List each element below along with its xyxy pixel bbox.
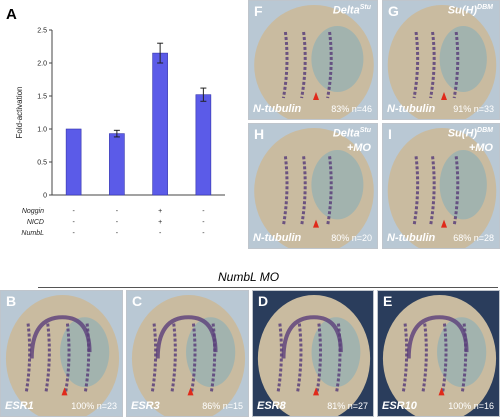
y-tick-label: 1.0 xyxy=(37,127,47,134)
condition-label: NICD xyxy=(27,219,44,226)
bar xyxy=(65,128,82,196)
condition-mark: - xyxy=(72,219,75,226)
panel-stat-label: 100% n=16 xyxy=(448,401,494,411)
panel-stat-label: 91% n=33 xyxy=(453,104,494,114)
panel-mo-label: +MO xyxy=(468,142,493,154)
condition-mark: - xyxy=(116,208,119,215)
condition-mark: - xyxy=(202,208,205,215)
condition-mark: - xyxy=(116,219,119,226)
panel-stat-label: 80% n=20 xyxy=(331,233,372,243)
panel-h: H DeltaStu +MO N-tubulin 80% n=20 xyxy=(248,123,378,249)
panel-a-chart: 0 0.5 1.0 1.5 2.0 2.5 Fold-activation Noggin - - +… xyxy=(15,28,225,237)
panel-stat-label: 86% n=15 xyxy=(202,401,243,411)
panel-corner-label: Su(H)DBM xyxy=(447,4,493,17)
panel-gene-label: ESR10 xyxy=(382,400,417,412)
panel-gene-label: ESR3 xyxy=(131,400,160,412)
condition-label: Noggin xyxy=(22,208,44,215)
panel-gene-label: ESR8 xyxy=(257,400,286,412)
panel-letter: F xyxy=(254,3,263,19)
panel-letter: G xyxy=(388,3,399,19)
panel-letter: I xyxy=(388,126,392,142)
panel-mo-label: +MO xyxy=(346,142,371,154)
panel-letter: D xyxy=(258,293,269,309)
y-tick-label: 0.5 xyxy=(37,160,47,167)
bar xyxy=(195,94,212,196)
numbl-header: NumbL MO xyxy=(218,270,280,284)
header-divider xyxy=(38,287,498,288)
panel-gene-label: N-tubulin xyxy=(387,232,436,244)
panel-letter: C xyxy=(132,293,143,309)
panel-corner-label: DeltaStu xyxy=(332,127,371,140)
panel-gene-label: N-tubulin xyxy=(387,103,436,115)
panel-stat-label: 68% n=28 xyxy=(453,233,494,243)
panel-gene-label: ESR1 xyxy=(5,400,34,412)
panel-stat-label: 83% n=46 xyxy=(331,104,372,114)
panel-gene-label: N-tubulin xyxy=(253,232,302,244)
panel-f: F DeltaStu N-tubulin 83% n=46 xyxy=(248,0,378,120)
panel-i: I Su(H)DBM +MO N-tubulin 68% n=28 xyxy=(382,123,500,249)
panel-letter: H xyxy=(254,126,265,142)
y-tick-label: 0 xyxy=(43,193,47,200)
condition-mark: - xyxy=(116,230,119,237)
condition-label: NumbL xyxy=(21,230,44,237)
panel-a-letter: A xyxy=(6,6,17,23)
condition-mark: - xyxy=(202,219,205,226)
panel-letter: B xyxy=(6,293,17,309)
panel-stat-label: 100% n=23 xyxy=(71,401,117,411)
y-tick-label: 2.5 xyxy=(37,28,47,35)
bar xyxy=(152,52,168,196)
panel-letter: E xyxy=(383,293,393,309)
bar xyxy=(109,133,125,196)
y-axis-label: Fold-activation xyxy=(15,86,24,138)
y-tick-label: 2.0 xyxy=(37,61,47,68)
panel-gene-label: N-tubulin xyxy=(253,103,302,115)
condition-mark: + xyxy=(158,219,162,226)
panel-e: E ESR10 100% n=16 xyxy=(377,290,500,417)
condition-mark: - xyxy=(202,230,205,237)
condition-mark: - xyxy=(72,230,75,237)
panel-corner-label: Su(H)DBM xyxy=(447,127,493,140)
condition-mark: - xyxy=(72,208,75,215)
y-tick-label: 1.5 xyxy=(37,94,47,101)
panel-c: C ESR3 86% n=15 xyxy=(126,290,249,417)
panel-stat-label: 81% n=27 xyxy=(327,401,368,411)
panel-d: D ESR8 81% n=27 xyxy=(252,290,374,417)
condition-mark: + xyxy=(158,208,162,215)
panel-g: G Su(H)DBM N-tubulin 91% n=33 xyxy=(382,0,500,120)
condition-mark: - xyxy=(159,230,162,237)
panel-b: B ESR1 100% n=23 xyxy=(0,290,123,417)
panel-corner-label: DeltaStu xyxy=(332,4,371,17)
